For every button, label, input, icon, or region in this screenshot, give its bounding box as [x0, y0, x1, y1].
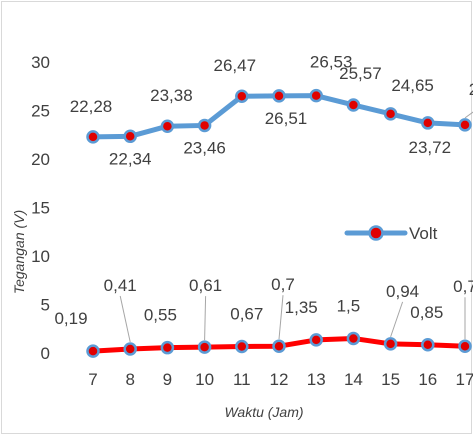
x-tick-label: 15: [381, 370, 400, 389]
data-label: 0,7: [271, 275, 295, 294]
data-label: 23,38: [150, 86, 193, 105]
x-axis-ticks: 7 8 9 10 11 12 13 14 15 16 17: [88, 370, 473, 389]
x-tick-label: 14: [344, 370, 363, 389]
x-tick-label: 17: [456, 370, 473, 389]
x-tick-label: 12: [270, 370, 289, 389]
data-point: [86, 344, 100, 358]
x-tick-label: 8: [125, 370, 134, 389]
data-point: [309, 88, 323, 103]
x-tick-label: 13: [307, 370, 326, 389]
data-point: [197, 340, 212, 354]
data-label: 25,57: [339, 64, 382, 83]
data-point: [458, 118, 472, 132]
data-point: [197, 118, 212, 133]
data-label: 26,51: [265, 109, 308, 128]
data-point: [123, 129, 137, 144]
data-label: 24,65: [391, 76, 434, 95]
data-point: [86, 130, 100, 144]
data-label: 26,47: [214, 56, 257, 75]
data-label: 0,85: [410, 303, 443, 322]
data-label: 1,35: [285, 298, 318, 317]
leader-line: [119, 295, 131, 343]
data-label: 0,41: [104, 276, 137, 295]
data-point: [123, 342, 137, 356]
data-point: [160, 119, 175, 133]
legend: Volt: [344, 224, 438, 243]
y-tick-label: 25: [31, 102, 50, 121]
data-label: 26,53: [310, 53, 353, 72]
data-point: [458, 339, 472, 353]
data-point: [309, 333, 323, 347]
data-label: 0,19: [54, 309, 87, 328]
data-label: 23,46: [183, 138, 226, 157]
series-layer: [86, 88, 472, 358]
data-label: 0,61: [189, 276, 222, 295]
data-label: 0,55: [144, 306, 177, 325]
data-labels: 22,28 22,34 23,38 23,46 26,47 26,51 26,5325,57…: [54, 53, 473, 328]
data-point: [383, 107, 398, 121]
leader-line: [390, 301, 404, 338]
data-label: 23,72: [409, 138, 452, 157]
label-leader-lines: [119, 111, 473, 343]
x-tick-label: 7: [88, 370, 97, 389]
y-tick-label: 0: [41, 344, 50, 363]
x-tick-label: 16: [418, 370, 437, 389]
data-point: [421, 338, 435, 352]
y-tick-label: 5: [41, 296, 50, 315]
y-tick-label: 30: [31, 53, 50, 72]
legend-marker: [368, 225, 384, 241]
data-point: [383, 337, 398, 351]
leader-line: [278, 295, 284, 340]
leader-line: [204, 296, 207, 341]
data-point: [421, 116, 435, 130]
data-point: [235, 89, 249, 103]
x-tick-label: 11: [233, 370, 251, 389]
x-axis-title: Waktu (Jam): [224, 404, 303, 420]
data-point: [346, 331, 361, 346]
data-point: [160, 340, 175, 355]
data-label: 1,5: [337, 296, 361, 315]
x-tick-label: 10: [195, 370, 214, 389]
data-label: 23,52: [469, 80, 473, 99]
data-point: [235, 339, 249, 354]
legend-label: Volt: [409, 224, 438, 243]
data-label: 22,34: [109, 149, 152, 168]
leader-line: [464, 111, 473, 119]
y-tick-label: 20: [31, 150, 50, 169]
data-label: 22,28: [70, 97, 113, 116]
data-label: 0,7: [453, 277, 473, 296]
y-axis-ticks: 0 5 10 15 20 25 30: [31, 53, 50, 363]
y-tick-label: 10: [31, 247, 50, 266]
data-point: [272, 339, 286, 353]
y-axis-title: Tegangan (V): [11, 210, 27, 294]
y-tick-label: 15: [31, 199, 50, 218]
data-label: 0,67: [230, 305, 263, 324]
x-tick-label: 9: [163, 370, 172, 389]
data-label: 0,94: [386, 282, 419, 301]
data-point: [346, 98, 361, 112]
data-point: [272, 89, 286, 103]
